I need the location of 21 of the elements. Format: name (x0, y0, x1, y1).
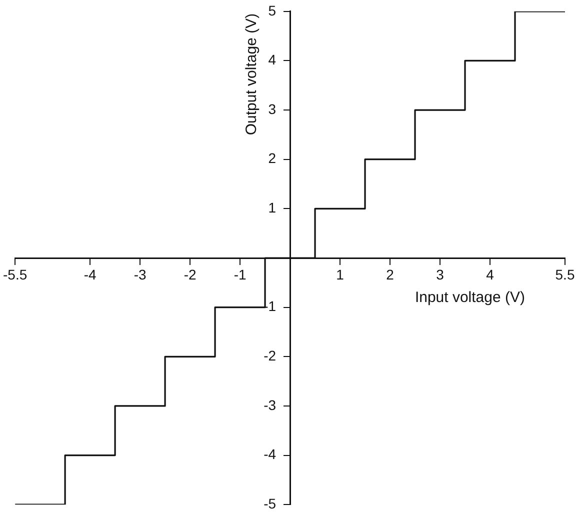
y-tick-label: -3 (264, 396, 290, 413)
x-tick-label: -1 (234, 266, 246, 282)
y-tick-label: 3 (268, 100, 290, 117)
y-tick-label: -5 (264, 495, 290, 512)
x-tick-label: 3 (436, 266, 444, 282)
y-tick-label: 2 (268, 150, 290, 166)
y-axis-title: Output voltage (V) (243, 13, 260, 136)
x-tick-label: 4 (486, 266, 494, 282)
x-tick-label: 5.5 (555, 266, 575, 282)
x-tick-label: 1 (336, 266, 344, 282)
y-tick-label: 1 (268, 200, 290, 216)
x-tick-label: 2 (386, 266, 394, 282)
x-tick-label: -3 (134, 266, 146, 282)
x-tick-label: -2 (184, 266, 196, 282)
y-tick-label: 5 (268, 2, 290, 18)
y-tick-label: -4 (264, 446, 290, 462)
x-axis-title: Input voltage (V) (414, 289, 526, 306)
y-tick-label: -2 (264, 348, 290, 364)
y-tick-label: 4 (268, 52, 290, 68)
x-tick-label: -5.5 (3, 266, 28, 282)
x-tick-label: -4 (84, 266, 96, 282)
